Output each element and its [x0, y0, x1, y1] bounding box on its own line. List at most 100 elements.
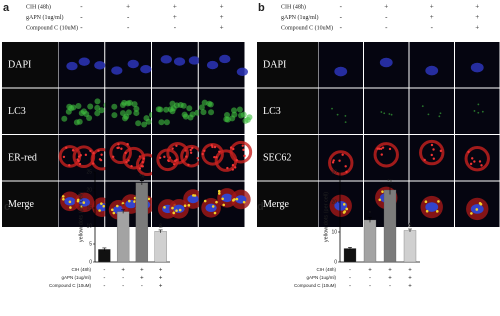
er-dot: [232, 147, 235, 151]
lc3-signal: [439, 112, 442, 115]
condition-sign: +: [140, 268, 144, 274]
merge-yellow: [213, 211, 217, 215]
er-dot: [226, 166, 229, 170]
condition-sign: -: [385, 13, 388, 21]
merge-yellow: [111, 208, 114, 212]
merge-blue: [425, 202, 439, 212]
condition-sign: +: [475, 13, 479, 21]
bar: [135, 182, 149, 263]
merge-yellow: [424, 200, 428, 204]
nucleus: [94, 61, 106, 70]
lc3-signal: [201, 99, 208, 106]
er-dot: [213, 155, 216, 159]
y-tick-label: 30: [331, 169, 337, 175]
er-dot: [175, 158, 178, 161]
significance: *: [369, 211, 372, 217]
merge-yellow: [178, 208, 182, 212]
lc3-signal: [237, 112, 244, 119]
merge-yellow: [76, 199, 80, 203]
er-dot: [124, 151, 127, 155]
condition-name: CIH (48h): [281, 3, 306, 10]
condition-name: CIH (48h): [71, 267, 91, 272]
merge-yellow: [172, 211, 176, 215]
significance: &: [408, 222, 412, 228]
er-dot: [163, 155, 166, 159]
er-dot: [242, 148, 245, 152]
er-dot: [471, 157, 474, 160]
panel-label: a: [3, 2, 10, 14]
lc3-signal: [224, 116, 231, 123]
condition-sign: -: [174, 24, 177, 32]
row-label-cell: [257, 42, 318, 88]
row-label: DAPI: [8, 60, 31, 71]
row-label-cell: [2, 135, 58, 181]
condition-sign: +: [220, 3, 224, 11]
er-dot: [201, 152, 204, 156]
condition-sign: +: [384, 3, 388, 11]
er-dot: [430, 153, 433, 157]
merge-yellow: [61, 195, 65, 198]
er-dot: [78, 162, 82, 166]
er-dot: [473, 160, 476, 163]
nucleus: [127, 59, 139, 69]
lc3-signal: [163, 106, 170, 113]
merge-blue: [173, 204, 185, 214]
er-dot: [141, 165, 144, 168]
nucleus: [188, 56, 200, 65]
er-dot: [125, 160, 128, 164]
condition-sign: +: [388, 276, 392, 282]
merge-yellow: [425, 209, 429, 213]
condition-sign: +: [388, 268, 392, 274]
er-dot: [234, 166, 237, 169]
nucleus: [78, 57, 90, 66]
lc3-signal: [231, 107, 238, 114]
y-axis-label: yellow dots (per cell): [323, 192, 329, 242]
bar: [363, 219, 377, 263]
er-dot: [203, 149, 206, 152]
condition-sign: -: [349, 276, 351, 282]
lc3-signal: [141, 121, 148, 128]
lc3-signal: [344, 121, 347, 123]
panel-label: d: [257, 201, 264, 213]
er-dot: [189, 148, 192, 152]
merge-yellow: [133, 196, 137, 200]
condition-sign: -: [349, 268, 351, 274]
condition-sign: +: [173, 3, 177, 11]
condition-sign: -: [103, 268, 105, 274]
lc3-signal: [182, 113, 189, 120]
condition-sign: -: [103, 276, 105, 282]
lc3-signal: [473, 110, 476, 112]
merge-yellow: [80, 205, 83, 209]
merge-yellow: [470, 212, 473, 215]
significance: &: [159, 223, 163, 229]
condition-sign: -: [369, 284, 371, 290]
merge-yellow: [218, 192, 221, 195]
lc3-signal: [133, 105, 140, 112]
condition-name: CIH (48h): [316, 267, 336, 272]
error-bar: [408, 228, 412, 232]
condition-sign: -: [340, 13, 343, 21]
condition-sign: -: [127, 24, 130, 32]
lc3-signal: [208, 109, 215, 116]
merge-yellow: [437, 200, 440, 203]
significance: *#: [139, 174, 145, 180]
condition-name: CIH (48h): [26, 3, 51, 10]
bar: [403, 230, 417, 263]
er-dot: [213, 145, 217, 149]
er-dot: [158, 156, 162, 159]
merge-yellow: [475, 208, 479, 211]
er-dot: [68, 164, 71, 167]
lc3-signal: [390, 113, 393, 116]
er-dot: [91, 162, 95, 165]
merge-yellow: [69, 206, 72, 209]
er-dot: [77, 155, 81, 158]
condition-sign: -: [80, 24, 83, 32]
er-dot: [210, 144, 213, 147]
er-signal: [229, 140, 253, 164]
er-dot: [218, 150, 221, 153]
er-dot: [62, 155, 66, 159]
merge-yellow: [217, 189, 221, 193]
lc3-signal: [76, 118, 83, 125]
y-tick-label: 20: [331, 199, 337, 205]
